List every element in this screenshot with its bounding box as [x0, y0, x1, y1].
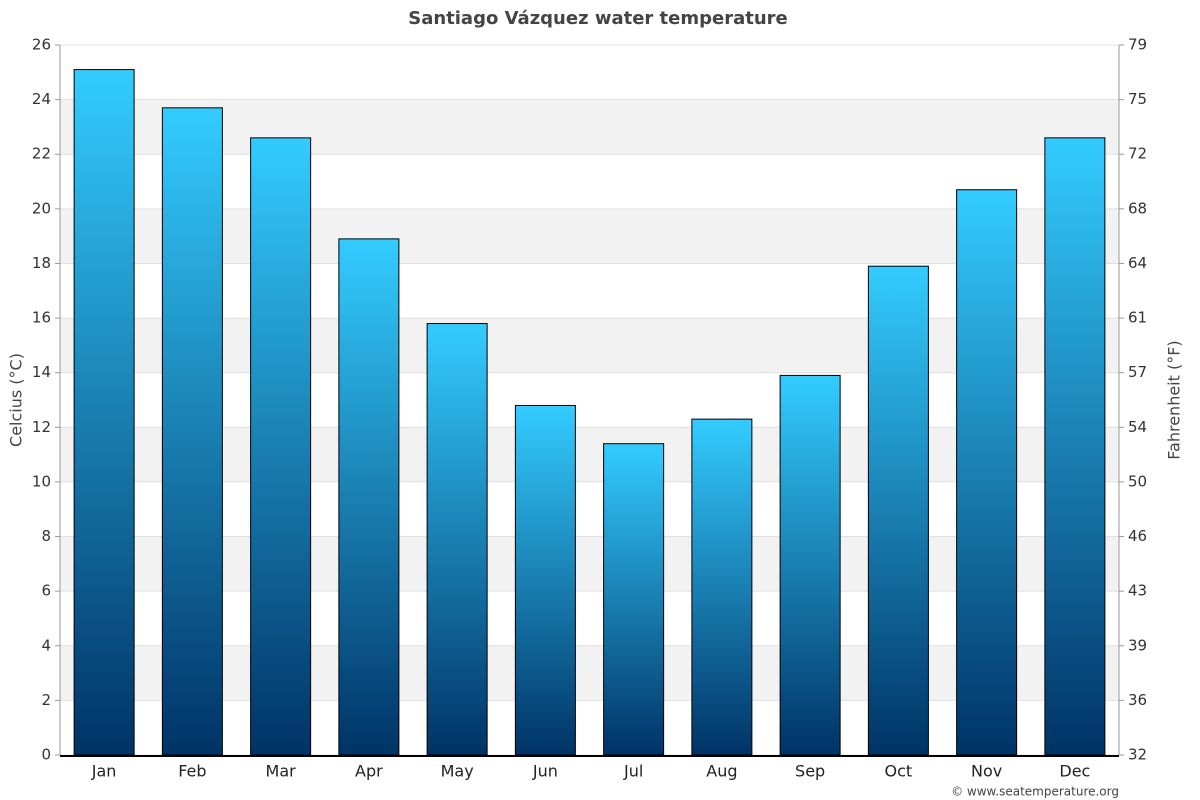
y-tick-label: 0 [41, 746, 51, 764]
x-tick-label: Feb [178, 762, 206, 781]
y-axis-label: Celcius (°C) [7, 353, 26, 447]
x-tick-label: Jun [532, 762, 558, 781]
grid-band [60, 536, 1119, 592]
credit: © www.seatemperature.org [951, 785, 1119, 799]
x-tick-label: Sep [795, 762, 825, 781]
y-tick-label: 14 [32, 363, 51, 381]
x-tick-label: Aug [706, 762, 737, 781]
y2-tick-label: 36 [1128, 691, 1147, 709]
bar [1044, 137, 1106, 756]
bar [779, 374, 841, 756]
x-tick-label: Dec [1059, 762, 1090, 781]
bar [161, 107, 223, 756]
y2-tick-label: 68 [1128, 199, 1147, 217]
y2-tick-label: 72 [1128, 145, 1147, 163]
x-tick-label: Nov [971, 762, 1002, 781]
y-tick-label: 24 [32, 90, 51, 108]
y2-tick-label: 61 [1128, 309, 1147, 327]
y-tick-label: 26 [32, 36, 51, 54]
y-tick-label: 18 [32, 254, 51, 272]
y2-tick-label: 50 [1128, 472, 1147, 490]
y2-tick-label: 64 [1128, 254, 1147, 272]
y-tick-label: 6 [41, 582, 51, 600]
bar [514, 404, 576, 756]
bar [956, 189, 1018, 756]
x-tick-label: Oct [885, 762, 913, 781]
y-tick-label: 20 [32, 199, 51, 217]
y-tick-label: 12 [32, 418, 51, 436]
y-tick-label: 22 [32, 145, 51, 163]
x-tick-label: May [441, 762, 474, 781]
grid-band [60, 427, 1119, 482]
bar [691, 418, 753, 756]
x-tick-label: Apr [355, 762, 383, 781]
y-tick-label: 2 [41, 691, 51, 709]
y2-tick-label: 39 [1128, 636, 1147, 654]
x-tick-label: Jul [623, 762, 643, 781]
grid-band [60, 318, 1119, 373]
x-tick-label: Jan [91, 762, 117, 781]
grid-band [60, 208, 1119, 264]
y2-tick-label: 54 [1128, 418, 1147, 436]
y2-tick-label: 75 [1128, 90, 1147, 108]
y-tick-label: 10 [32, 472, 51, 490]
bar [603, 443, 665, 756]
grid-band [60, 99, 1119, 155]
y2-tick-label: 32 [1128, 746, 1147, 764]
y2-tick-label: 43 [1128, 582, 1147, 600]
bar [338, 238, 400, 756]
y2-tick-label: 57 [1128, 363, 1147, 381]
y2-axis-label: Fahrenheit (°F) [1165, 340, 1184, 459]
y2-tick-label: 79 [1128, 36, 1147, 54]
y-tick-label: 8 [41, 527, 51, 545]
bar [73, 69, 135, 756]
bar [426, 323, 488, 756]
x-tick-label: Mar [266, 762, 297, 781]
bar [250, 137, 312, 756]
y2-tick-label: 46 [1128, 527, 1147, 545]
chart-title: Santiago Vázquez water temperature [408, 8, 788, 29]
y-tick-label: 16 [32, 309, 51, 327]
y-tick-label: 4 [41, 636, 51, 654]
grid-band [60, 645, 1119, 701]
bar [867, 265, 929, 756]
